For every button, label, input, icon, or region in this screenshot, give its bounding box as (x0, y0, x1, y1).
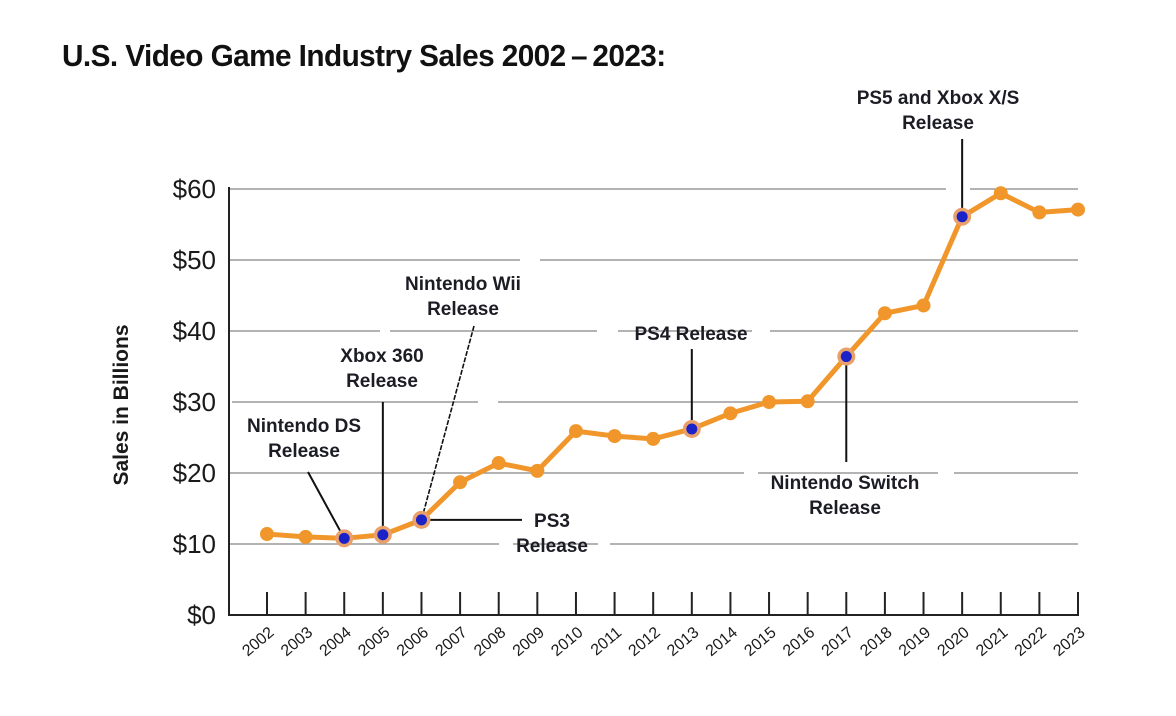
data-point (762, 395, 777, 409)
x-tick-label: 2003 (278, 624, 316, 660)
y-tick-label: $10 (173, 529, 216, 559)
data-point (723, 406, 738, 421)
x-tick-label: 2014 (703, 624, 741, 660)
annotation-label: PS5 and Xbox X/S Release (857, 88, 1020, 134)
annotation-text: Nintendo Wii (405, 274, 521, 295)
annotation-leader-lines (307, 139, 964, 539)
release-point (415, 514, 427, 526)
data-point (530, 463, 545, 478)
data-point (568, 424, 583, 439)
release-point (686, 423, 698, 435)
x-tick-label: 2015 (741, 624, 779, 660)
gridlines (229, 188, 1078, 545)
annotation-text: PS3 (534, 511, 570, 532)
data-point (800, 394, 815, 409)
x-tick-label: 2005 (355, 624, 393, 660)
x-tick-label: 2011 (588, 624, 625, 659)
x-axis-tick-labels: 2002 2003 2004 2005 2006 2007 2008 2009 2010 2011… (239, 624, 1088, 660)
data-point (491, 456, 506, 471)
y-axis-label: Sales in Billions (110, 324, 133, 485)
x-tick-label: 2009 (510, 624, 548, 660)
annotation-text: Xbox 360 (340, 346, 423, 367)
annotation-text: Release (902, 113, 974, 134)
release-point (956, 211, 968, 223)
x-tick-label: 2019 (896, 624, 934, 660)
release-point (338, 532, 350, 544)
annotation-leader-line (420, 325, 475, 521)
sales-series (260, 186, 1085, 548)
annotation-label: Nintendo Switch Release (771, 473, 920, 519)
x-tick-label: 2002 (239, 624, 277, 660)
x-tick-label: 2017 (819, 624, 857, 660)
axes (228, 187, 1079, 616)
annotation-text: PS4 Release (634, 324, 747, 345)
x-tick-label: 2012 (626, 624, 664, 660)
x-tick-label: 2022 (1012, 624, 1050, 660)
data-point (298, 529, 313, 544)
y-tick-label: $60 (173, 174, 216, 204)
data-point (993, 186, 1008, 201)
annotation-leader-line (307, 471, 346, 539)
data-point (607, 429, 622, 444)
data-point (260, 527, 274, 542)
x-tick-label: 2018 (857, 624, 895, 660)
x-tick-label: 2023 (1050, 624, 1088, 660)
y-tick-label: $50 (173, 245, 216, 275)
data-point (1032, 205, 1047, 220)
x-tick-label: 2013 (664, 624, 702, 660)
series-line (264, 190, 1081, 541)
y-tick-label: $0 (187, 600, 216, 630)
annotation-label: PS3 Release (516, 511, 588, 557)
y-tick-label: $30 (173, 387, 216, 417)
x-tick-label: 2021 (973, 624, 1011, 660)
data-point (646, 431, 661, 446)
y-tick-label: $40 (173, 316, 216, 346)
x-tick-label: 2016 (780, 624, 818, 660)
annotation-label: Xbox 360 Release (340, 346, 423, 392)
annotation-label: Nintendo Wii Release (405, 274, 521, 320)
annotation-text: Release (516, 536, 588, 557)
y-tick-label: $20 (173, 458, 216, 488)
data-point (453, 475, 468, 490)
x-tick-label: 2008 (471, 624, 509, 660)
annotation-text: Release (427, 299, 499, 320)
y-axis-tick-labels: $0 $10 $20 $30 $40 $50 $60 (173, 174, 216, 630)
release-point (377, 529, 389, 541)
data-point (1071, 202, 1085, 217)
x-tick-label: 2020 (935, 624, 973, 660)
annotation-text: Release (346, 371, 418, 392)
annotation-label: PS4 Release (634, 324, 747, 345)
x-tick-label: 2006 (394, 624, 432, 660)
release-point (840, 351, 852, 363)
chart-title: U.S. Video Game Industry Sales 2002 – 20… (62, 38, 666, 73)
annotation-text: Nintendo Switch (771, 473, 920, 494)
x-tick-label: 2004 (317, 624, 355, 660)
data-point (877, 306, 892, 321)
annotation-label: Nintendo DS Release (247, 416, 361, 462)
x-tick-label: 2007 (432, 624, 470, 660)
annotation-text: PS5 and Xbox X/S (857, 88, 1020, 109)
annotation-text: Release (268, 441, 340, 462)
data-point (916, 298, 931, 313)
x-tick-label: 2010 (548, 624, 586, 660)
annotation-text: Release (809, 498, 881, 519)
annotation-text: Nintendo DS (247, 416, 361, 437)
